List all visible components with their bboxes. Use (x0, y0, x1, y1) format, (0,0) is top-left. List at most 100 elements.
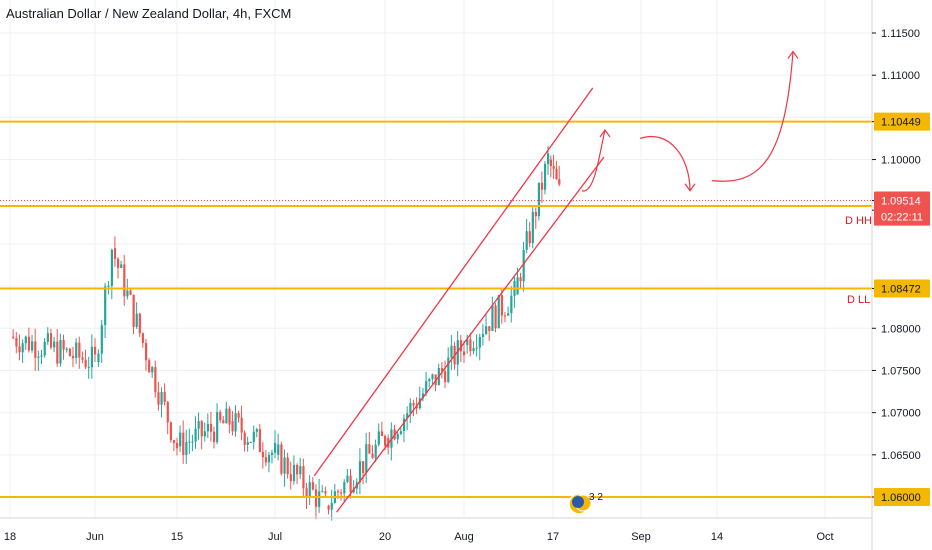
candle (132, 294, 135, 327)
price-tick-label: 1.08000 (881, 323, 921, 335)
candle (336, 491, 340, 493)
candle (440, 368, 444, 372)
candle (206, 423, 210, 432)
candle (491, 305, 494, 331)
candle (163, 391, 166, 403)
candle (160, 391, 163, 405)
candle (237, 413, 240, 418)
candle (406, 413, 409, 419)
arrowhead-1 (599, 128, 611, 138)
candle (396, 433, 399, 440)
candle (537, 182, 541, 217)
candle (154, 367, 157, 393)
horizontal-levels[interactable] (0, 120, 872, 498)
arrowhead-2 (684, 183, 696, 192)
candle (450, 345, 453, 358)
candle (459, 340, 463, 352)
candle (194, 428, 197, 442)
candle (324, 491, 327, 494)
candle (340, 492, 343, 494)
candle (418, 398, 421, 409)
time-axis[interactable]: 18 Jun 15 Jul 20 Aug 17 Sep 14 Oct (4, 531, 834, 543)
candle (497, 295, 500, 329)
candle (166, 402, 169, 423)
candle (126, 290, 129, 297)
candle (377, 431, 380, 445)
candle (71, 356, 75, 359)
candle (270, 452, 274, 456)
time-tick-label: 15 (171, 531, 183, 543)
candle (135, 313, 138, 327)
label-1-10449: 1.10449 (881, 117, 921, 129)
candle (380, 431, 384, 436)
candle (318, 491, 321, 507)
price-tick-label: 1.07000 (881, 408, 921, 420)
candle (362, 461, 365, 473)
price-tick-label: 1.11000 (881, 70, 920, 82)
candle (228, 408, 231, 425)
candle (212, 431, 216, 443)
price-axis[interactable]: 1.06000 1.06500 1.07000 1.07500 1.08000 1.084… (872, 28, 921, 504)
candle (107, 285, 110, 287)
candle (191, 441, 194, 443)
candle (49, 333, 53, 348)
candle (59, 340, 62, 364)
price-tick-label: 1.06500 (881, 450, 921, 462)
projection-up-1 (581, 129, 606, 192)
candle (169, 422, 172, 441)
candle (62, 340, 65, 350)
candle (305, 488, 308, 498)
candle (346, 475, 349, 483)
candle (40, 355, 43, 357)
candle (56, 341, 59, 364)
time-tick-label: Sep (631, 531, 651, 543)
time-tick-label: 20 (379, 531, 391, 543)
candle (531, 211, 534, 244)
candle (203, 431, 206, 437)
candle (399, 431, 402, 434)
candle (368, 444, 371, 454)
candle (447, 357, 450, 383)
candle (488, 326, 491, 331)
price-tick-label: 1.10000 (881, 155, 921, 167)
candle (469, 339, 472, 352)
candle (415, 405, 418, 409)
time-tick-label: Jul (268, 531, 282, 543)
channel-lower-line[interactable] (336, 156, 605, 513)
candle (46, 333, 49, 342)
time-tick-label: Jun (86, 531, 104, 543)
countdown-label: 02:22:11 (881, 212, 923, 224)
candle (148, 360, 151, 373)
candle (231, 421, 234, 432)
candle (302, 466, 305, 489)
candle (444, 371, 447, 383)
trend-channel[interactable] (313, 87, 605, 513)
channel-upper-line[interactable] (313, 87, 594, 477)
candle (274, 443, 277, 453)
candle (555, 168, 558, 180)
price-tick-label: 1.11500 (881, 28, 920, 40)
candle (343, 482, 346, 494)
d-ll-label: D LL (847, 294, 870, 306)
candle (261, 451, 265, 458)
candle (43, 341, 46, 356)
candle (249, 441, 252, 443)
candle (27, 336, 31, 351)
candle (463, 351, 466, 356)
candle (185, 441, 188, 455)
price-tick-label: 1.07500 (881, 365, 921, 377)
candle (299, 466, 302, 475)
candle (31, 341, 34, 351)
candle (314, 489, 318, 507)
candle (240, 417, 243, 433)
candle (37, 356, 40, 358)
grid-lines (0, 0, 872, 518)
candle (330, 502, 333, 510)
candle (552, 166, 555, 169)
candle (534, 211, 537, 217)
candle (267, 455, 271, 463)
countdown-label-box (874, 207, 930, 226)
candle (264, 457, 268, 463)
event-badge-icon[interactable]: 3 2 (568, 492, 603, 515)
